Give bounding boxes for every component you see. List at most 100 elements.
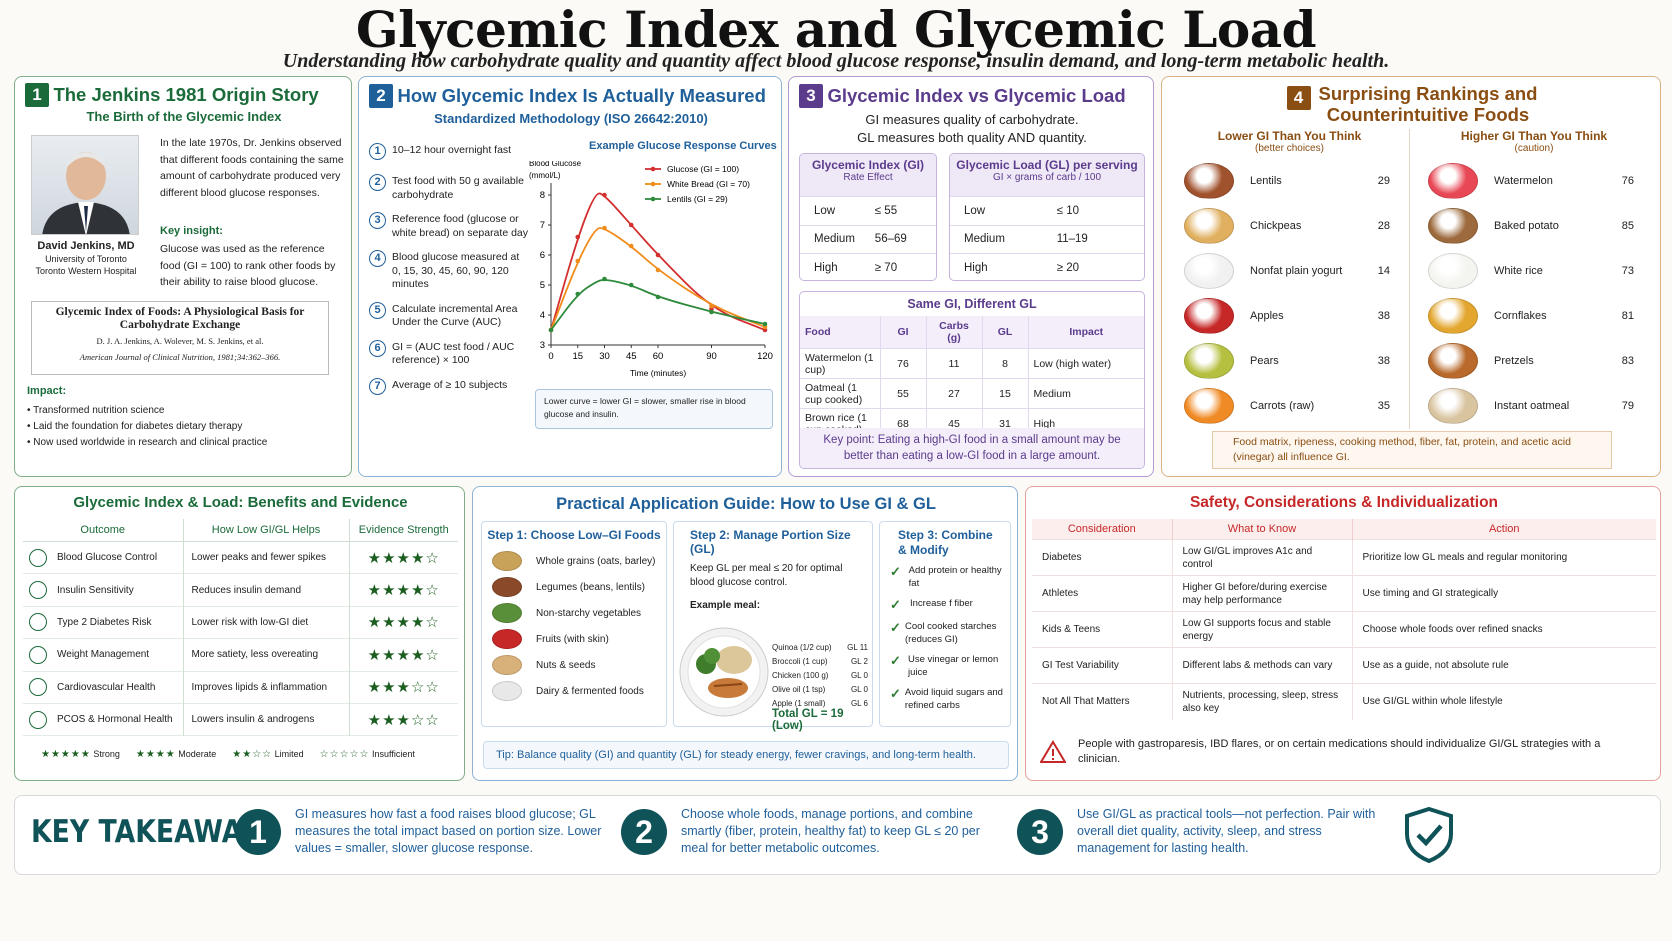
food-image (492, 681, 522, 701)
warning-icon (1040, 740, 1066, 763)
food-image (1184, 387, 1234, 424)
food-category-label: Whole grains (oats, barley) (536, 555, 656, 567)
food-item: Watermelon 76 (1414, 158, 1654, 203)
food-image (1184, 252, 1234, 289)
evidence-stars: ★★★★☆ (348, 606, 458, 639)
food-image (1428, 387, 1478, 424)
y-tick-label: 3 (540, 340, 545, 351)
outcome-label: Insulin Sensitivity (57, 584, 134, 596)
measurement-step: 6 GI = (AUC test food / AUC reference) × … (369, 339, 529, 368)
panel-practical-guide: Practical Application Guide: How to Use … (472, 486, 1018, 781)
section-number: 3 (799, 84, 823, 108)
step-text: 10–12 hour overnight fast (392, 144, 512, 156)
data-point (655, 294, 661, 300)
y-tick-label: 7 (540, 220, 545, 231)
step-text: Calculate incremental Area Under the Cur… (392, 302, 518, 329)
hormone-icon (29, 710, 47, 729)
key-takeaways-bar: KEY TAKEAWAYS 1 GI measures how fast a fo… (14, 795, 1661, 875)
legend-item: ☆☆☆☆☆ Insufficient (319, 749, 415, 760)
food-item: Pretzels 83 (1414, 338, 1654, 383)
food-image (492, 629, 522, 649)
gi-value: 14 (1377, 264, 1390, 277)
table-cell: Athletes (1042, 588, 1079, 599)
step-text: Blood glucose measured at 0, 15, 30, 45,… (392, 251, 520, 290)
paper-journal: American Journal of Clinical Nutrition, … (79, 352, 281, 362)
panel-subtitle: The Birth of the Glycemic Index (86, 109, 282, 124)
section-number: 2 (369, 84, 393, 108)
table-cell: Prioritize low GL meals and regular moni… (1351, 539, 1656, 576)
series-line (550, 227, 766, 331)
table-cell: Medium (1027, 378, 1144, 409)
step-text: Average of ≥ 10 subjects (392, 378, 508, 391)
step2-box: Step 2: Manage Portion Size (GL) Keep GL… (673, 521, 873, 732)
range-row: Low ≤ 55 (800, 196, 936, 225)
food-image (492, 655, 522, 675)
range-row: Low ≤ 10 (950, 196, 1144, 225)
range-value: ≤ 55 (874, 204, 898, 217)
takeaway-number: 2 (621, 808, 667, 855)
step2-text: Keep GL per meal ≤ 20 for optimal blood … (690, 563, 843, 588)
gi-value: 83 (1621, 354, 1634, 367)
step-number: 2 (369, 174, 386, 191)
panel-title: Practical Application Guide: How to Use … (556, 495, 936, 513)
heart-icon (29, 678, 47, 697)
benefit-text: Lower peaks and fewer spikes (182, 541, 349, 574)
table-cell: Oatmeal (1 cup cooked) (805, 381, 863, 406)
key-point: Key point: Eating a high-GI food in a sm… (800, 428, 1144, 468)
panel-title: How Glycemic Index Is Actually Measured (397, 85, 766, 106)
gi-value: 38 (1377, 309, 1390, 322)
panel-title: The Jenkins 1981 Origin Story (53, 84, 319, 105)
chart-title: Example Glucose Response Curves (589, 140, 777, 152)
table-cell: Use as a guide, not absolute rule (1351, 647, 1656, 684)
meal-item: Apple (1 small) GL 6 (772, 698, 868, 708)
step3-title: Step 3: Combine & Modify (898, 528, 993, 557)
column-header: GI (879, 316, 926, 349)
food-item: Pears 38 (1170, 338, 1409, 383)
table-cell: Different labs & methods can vary (1171, 647, 1352, 684)
benefit-text: Lowers insulin & androgens (182, 703, 349, 736)
tip-footer: Tip: Balance quality (GI) and quantity (… (483, 741, 1009, 769)
range-row: High ≥ 70 (800, 253, 936, 280)
evidence-stars: ★★★★☆ (348, 638, 458, 672)
measurement-step: 4 Blood glucose measured at 0, 15, 30, 45… (369, 250, 529, 292)
step-text: Test food with 50 g available carbohydra… (392, 175, 524, 201)
data-point (602, 276, 607, 282)
food-name: Carrots (raw) (1250, 399, 1315, 412)
food-name: Pretzels (1494, 354, 1534, 367)
table-row: Blood Glucose Control Lower peaks and few… (23, 541, 458, 574)
panel-title: Glycemic Index vs Glycemic Load (827, 85, 1126, 106)
food-category-label: Nuts & seeds (536, 659, 596, 671)
gl-table: Glycemic Load (GL) per serving GI × grams… (949, 153, 1145, 281)
evidence-stars: ★★★★☆ (348, 573, 458, 607)
gi-table-subheader: Rate Effect (843, 172, 893, 183)
series-line (550, 279, 766, 331)
panel-safety: Safety, Considerations & Individualizati… (1025, 486, 1661, 781)
food-category: Whole grains (oats, barley) (492, 548, 666, 574)
food-item: Nonfat plain yogurt 14 (1170, 248, 1409, 293)
range-label: Low (814, 204, 836, 217)
modify-tip: ✓ Increase f fiber (890, 597, 973, 612)
table-row: Diabetes Low GI/GL improves A1c and contr… (1032, 539, 1656, 576)
modify-tip: ✓ Cool cooked starches (reduces GI) (890, 620, 997, 645)
modify-tip: ✓ Use vinegar or lemon juice (890, 653, 999, 678)
column-header: Action (1351, 519, 1656, 540)
gl-definition: GL measures both quality AND quantity. (857, 130, 1087, 145)
check-icon: ✓ (890, 597, 901, 612)
column-header: Evidence Strength (348, 519, 458, 542)
step-number: 7 (369, 377, 386, 395)
gi-table: Glycemic Index (GI) Rate Effect Low ≤ 55 Me… (799, 153, 937, 281)
y-tick-label: 8 (540, 190, 545, 201)
step-number: 4 (369, 250, 386, 267)
legend-item: ★★★★★ Strong (41, 749, 120, 760)
y-tick-label: 5 (540, 280, 545, 291)
scale-icon (29, 645, 47, 664)
range-label: High (814, 261, 838, 274)
table-row: Kids & Teens Low GI supports focus and st… (1032, 611, 1656, 648)
food-image (1428, 207, 1478, 244)
modify-tip: ✓ Add protein or healthy fat (890, 564, 1002, 589)
legend-item: ★★★★ Moderate (135, 749, 217, 760)
food-name: Lentils (1250, 174, 1282, 187)
outcome-label: Blood Glucose Control (57, 552, 158, 564)
column-header: Consideration (1067, 523, 1136, 535)
intro-text: In the late 1970s, Dr. Jenkins observed … (160, 137, 344, 199)
